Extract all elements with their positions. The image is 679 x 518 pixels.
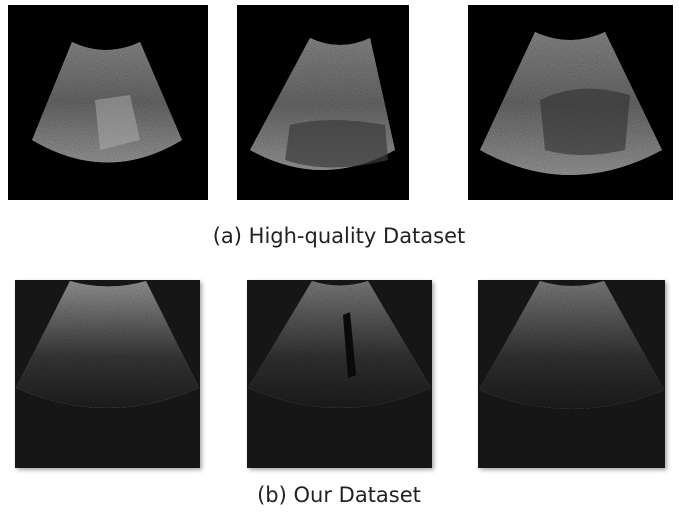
figure: (a) High-quality Dataset (b) Our Dataset (0, 0, 679, 518)
image-our-dataset-2 (247, 280, 432, 468)
caption: (a) High-quality Dataset (213, 224, 466, 248)
caption: (b) Our Dataset (257, 483, 421, 507)
image-high-quality-3 (468, 5, 673, 200)
image-our-dataset-3 (478, 280, 665, 468)
page: (a) High-quality Dataset (b) Our Dataset… (0, 0, 679, 518)
image-high-quality-1 (8, 5, 208, 200)
image-our-dataset-1 (15, 280, 200, 468)
image-high-quality-2 (237, 5, 409, 200)
